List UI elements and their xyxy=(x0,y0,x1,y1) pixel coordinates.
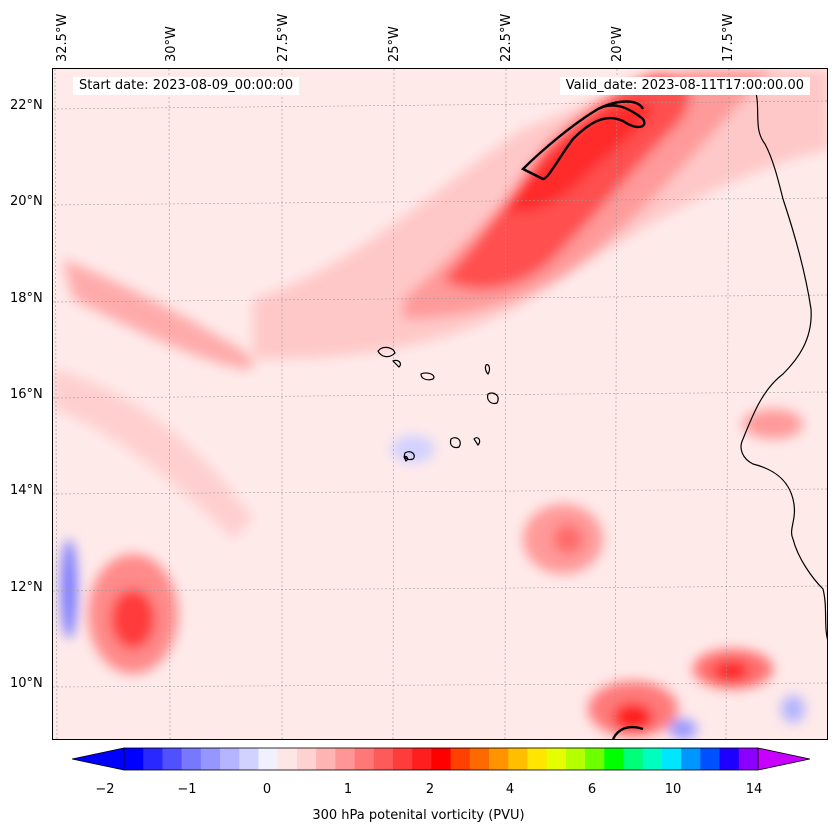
colorbar-segment xyxy=(585,748,605,770)
pv-field xyxy=(53,69,827,739)
colorbar-extend-high xyxy=(757,747,810,771)
cape-verde-island-4 xyxy=(484,364,491,375)
pv-blue-south xyxy=(669,719,697,739)
colorbar-segment xyxy=(661,748,682,770)
colorbar-segment xyxy=(700,748,721,770)
colorbar-segment xyxy=(220,748,240,770)
cape-verde-island-6 xyxy=(449,437,461,449)
pv-blob-south-core xyxy=(613,703,653,731)
colorbar-tick: 14 xyxy=(745,782,763,797)
colorbar-segment xyxy=(239,748,259,770)
colorbar-segment xyxy=(124,748,144,770)
pv-blob-central-core xyxy=(553,524,583,554)
colorbar xyxy=(72,747,810,771)
colorbar-tick: 6 xyxy=(587,782,597,797)
colorbar-segment xyxy=(181,748,202,770)
lon-label-30w: 30°W xyxy=(164,26,179,62)
lat-label-22n: 22°N xyxy=(10,98,43,113)
lat-label-10n: 10°N xyxy=(10,676,43,691)
colorbar-tick: 2 xyxy=(425,782,435,797)
colorbar-segment xyxy=(431,748,452,770)
colorbar-outline xyxy=(123,747,759,771)
cape-verde-island-5 xyxy=(486,392,499,405)
colorbar-segment xyxy=(335,748,356,770)
colorbar-segment xyxy=(316,748,336,770)
colorbar-segment xyxy=(412,748,432,770)
coastline xyxy=(377,88,827,640)
lat-label-16n: 16°N xyxy=(10,387,43,402)
lat-label-14n: 14°N xyxy=(10,483,43,498)
colorbar-segment xyxy=(604,748,625,770)
colorbar-segment xyxy=(392,748,413,770)
map-panel[interactable] xyxy=(52,68,828,740)
colorbar-segment xyxy=(469,748,490,770)
colorbar-segment xyxy=(258,748,279,770)
pv-blue-west-edge xyxy=(61,539,77,639)
colorbar-tick: 1 xyxy=(343,782,353,797)
pv-max-northeast xyxy=(503,101,653,212)
colorbar-segment xyxy=(738,748,759,770)
colorbar-label: 300 hPa potenital vorticity (PVU) xyxy=(312,808,525,823)
colorbar-segment xyxy=(296,748,317,770)
colorbar-segment xyxy=(450,748,471,770)
lon-label-32-5w: 32.5°W xyxy=(55,13,70,62)
cape-verde-island-3 xyxy=(420,372,435,381)
colorbar-tick: −2 xyxy=(95,782,115,797)
colorbar-segment xyxy=(719,748,740,770)
colorbar-segment xyxy=(565,748,586,770)
start-date-label: Start date: 2023-08-09_00:00:00 xyxy=(73,77,300,95)
colorbar-segment xyxy=(527,748,548,770)
lat-label-20n: 20°N xyxy=(10,194,43,209)
colorbar-segment xyxy=(546,748,567,770)
colorbar-segment xyxy=(162,748,183,770)
colorbar-tick: 4 xyxy=(505,782,515,797)
valid-date-label: Valid_date: 2023-08-11T17:00:00.00 xyxy=(559,77,810,95)
pv-streak-northwest xyxy=(63,259,254,369)
colorbar-segment xyxy=(200,748,221,770)
colorbar-segment xyxy=(681,748,701,770)
pv-contours xyxy=(520,100,646,739)
graticule xyxy=(53,69,827,739)
pv-blob-east-core xyxy=(713,661,749,681)
colorbar-segment xyxy=(489,748,509,770)
colorbar-segment xyxy=(642,748,663,770)
cape-verde-island-2 xyxy=(391,359,402,368)
cape-verde-island-9 xyxy=(403,455,409,462)
pv-core-southwest xyxy=(111,589,155,649)
lat-label-12n: 12°N xyxy=(10,580,43,595)
colorbar-segment xyxy=(354,748,375,770)
colorbar-extend-low xyxy=(72,747,125,771)
colorbar-segment xyxy=(277,748,298,770)
pv-blue-central xyxy=(391,435,435,463)
colorbar-tick: 10 xyxy=(664,782,682,797)
pv-blob-right-mid xyxy=(743,409,803,439)
pv-blue-right xyxy=(781,695,805,723)
lon-label-27-5w: 27.5°W xyxy=(276,13,291,62)
lon-label-22-5w: 22.5°W xyxy=(499,13,514,62)
lat-label-18n: 18°N xyxy=(10,291,43,306)
colorbar-tick: 0 xyxy=(262,782,272,797)
colorbar-segment xyxy=(373,748,394,770)
cape-verde-island-8 xyxy=(473,437,481,446)
cape-verde-island-1 xyxy=(377,346,396,358)
colorbar-segment xyxy=(623,748,644,770)
pv-band-west xyxy=(53,369,253,539)
lon-label-20w: 20°W xyxy=(610,26,625,62)
lon-label-17-5w: 17.5°W xyxy=(721,13,736,62)
colorbar-segment xyxy=(508,748,528,770)
colorbar-tick: −1 xyxy=(177,782,197,797)
lon-label-25w: 25°W xyxy=(387,26,402,62)
colorbar-segment xyxy=(143,748,163,770)
